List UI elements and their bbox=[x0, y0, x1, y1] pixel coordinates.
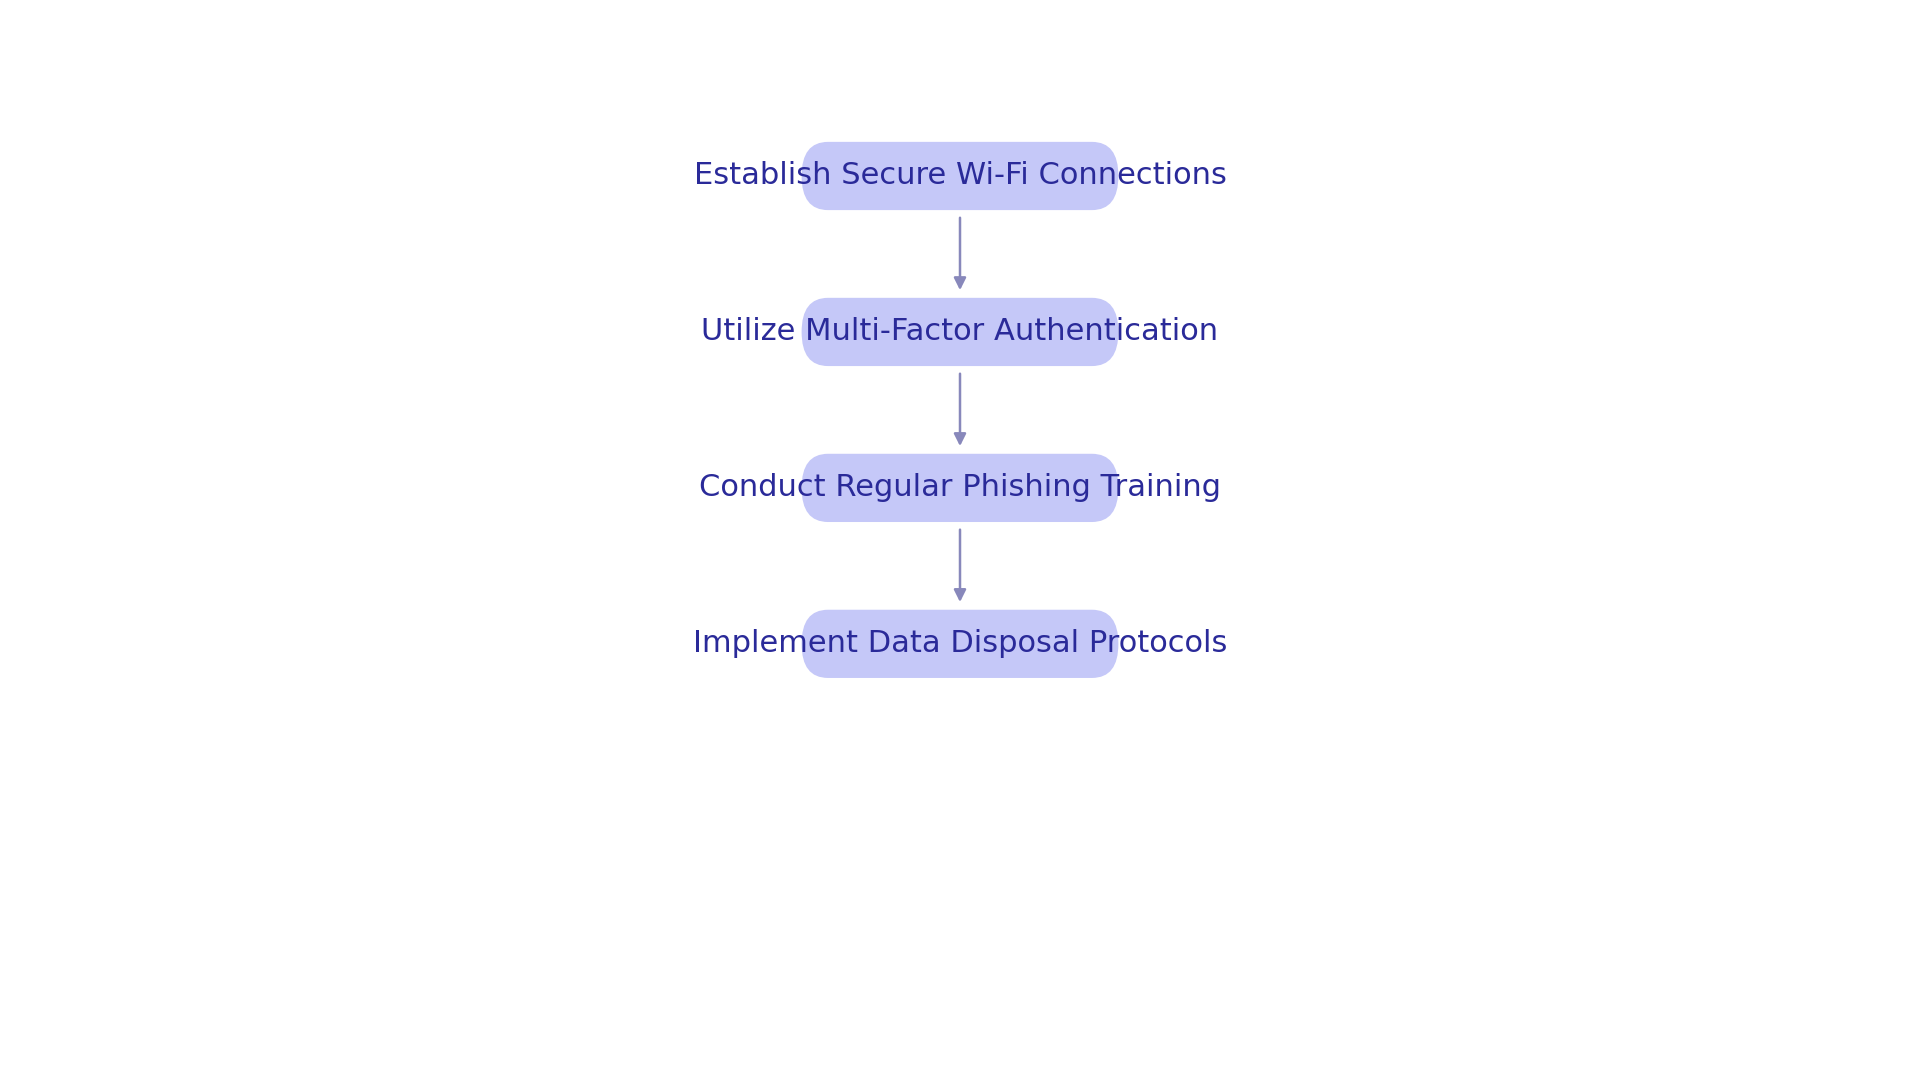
FancyBboxPatch shape bbox=[801, 610, 1117, 678]
Text: Utilize Multi-Factor Authentication: Utilize Multi-Factor Authentication bbox=[701, 317, 1219, 347]
Text: Establish Secure Wi-Fi Connections: Establish Secure Wi-Fi Connections bbox=[693, 161, 1227, 191]
FancyBboxPatch shape bbox=[801, 454, 1117, 522]
Text: Implement Data Disposal Protocols: Implement Data Disposal Protocols bbox=[693, 629, 1227, 658]
Text: Conduct Regular Phishing Training: Conduct Regular Phishing Training bbox=[699, 473, 1221, 503]
FancyBboxPatch shape bbox=[801, 142, 1117, 210]
FancyBboxPatch shape bbox=[801, 298, 1117, 366]
